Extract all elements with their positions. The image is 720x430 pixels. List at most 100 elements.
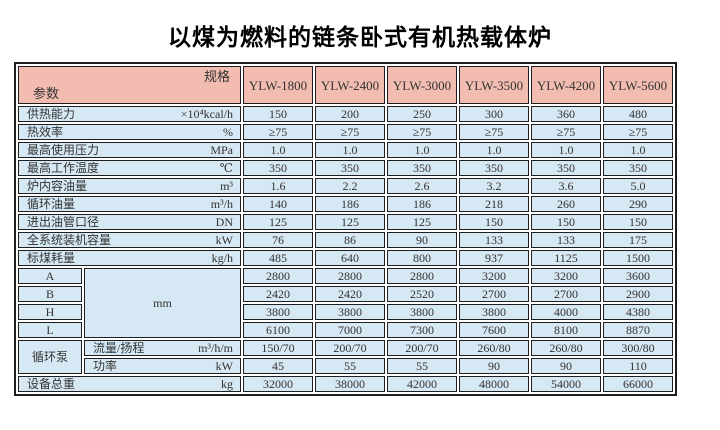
value-cell: 186 [387, 196, 457, 212]
value-cell: 485 [243, 250, 313, 266]
value-cell: 150 [459, 214, 529, 230]
value-cell: 360 [531, 106, 601, 122]
value-cell: 3800 [387, 304, 457, 320]
spec-table: 规格 参数 YLW-1800 YLW-2400 YLW-3000 YLW-350… [14, 62, 677, 396]
value-cell: 350 [387, 160, 457, 176]
value-cell: 250 [387, 106, 457, 122]
value-cell: 350 [603, 160, 673, 176]
row-label: 进出油管口径 [27, 214, 100, 229]
value-cell: 1.0 [243, 142, 313, 158]
value-cell: 2700 [531, 286, 601, 302]
row-unit: ℃ [219, 160, 233, 175]
value-cell: 3800 [243, 304, 313, 320]
value-cell: 1500 [603, 250, 673, 266]
dimension-label: B [18, 286, 82, 302]
value-cell: 48000 [459, 376, 529, 392]
value-cell: 150 [603, 214, 673, 230]
row-label: 热效率 [27, 124, 64, 139]
table-row-installed-capacity: 全系统装机容量 kW 76 86 90 133 133 175 [18, 232, 673, 248]
value-cell: 6100 [243, 322, 313, 338]
value-cell: 290 [603, 196, 673, 212]
value-cell: 175 [603, 232, 673, 248]
value-cell: 200/70 [387, 340, 457, 356]
table-row-max-pressure: 最高使用压力 MPa 1.0 1.0 1.0 1.0 1.0 1.0 [18, 142, 673, 158]
value-cell: 4000 [531, 304, 601, 320]
value-cell: 200/70 [315, 340, 385, 356]
row-unit: kg [221, 376, 233, 391]
value-cell: ≥75 [531, 124, 601, 140]
value-cell: 1125 [531, 250, 601, 266]
row-label: 最高使用压力 [27, 142, 100, 157]
value-cell: 3200 [459, 268, 529, 284]
value-cell: 2.6 [387, 178, 457, 194]
value-cell: 3.2 [459, 178, 529, 194]
value-cell: 1.0 [531, 142, 601, 158]
column-header: YLW-3500 [459, 66, 529, 104]
value-cell: 4380 [603, 304, 673, 320]
value-cell: 7600 [459, 322, 529, 338]
value-cell: ≥75 [387, 124, 457, 140]
row-unit: % [223, 124, 233, 139]
row-label: 功率 [93, 358, 118, 373]
value-cell: 2800 [315, 268, 385, 284]
row-label: 供热能力 [27, 106, 76, 121]
value-cell: 260/80 [459, 340, 529, 356]
row-unit: kW [215, 358, 233, 373]
page-title: 以煤为燃料的链条卧式有机热载体炉 [168, 24, 552, 50]
pump-label-cell: 循环泵 [18, 340, 82, 374]
row-label-cell: 供热能力 ×10⁴kcal/h [18, 106, 241, 122]
row-label: 炉内容油量 [27, 178, 88, 193]
value-cell: 260 [531, 196, 601, 212]
value-cell: 66000 [603, 376, 673, 392]
header-row: 规格 参数 YLW-1800 YLW-2400 YLW-3000 YLW-350… [18, 66, 673, 104]
row-label-cell: 标煤耗量 kg/h [18, 250, 241, 266]
value-cell: 90 [459, 358, 529, 374]
value-cell: 1.6 [243, 178, 313, 194]
value-cell: 350 [315, 160, 385, 176]
value-cell: 3200 [531, 268, 601, 284]
table-row-circulating-oil: 循环油量 m³/h 140 186 186 218 260 290 [18, 196, 673, 212]
dimension-label: A [18, 268, 82, 284]
row-unit: kg/h [211, 250, 233, 265]
value-cell: 7000 [315, 322, 385, 338]
value-cell: 133 [459, 232, 529, 248]
table-row-thermal-efficiency: 热效率 % ≥75 ≥75 ≥75 ≥75 ≥75 ≥75 [18, 124, 673, 140]
row-label: 全系统装机容量 [27, 232, 112, 247]
row-unit: kW [215, 232, 233, 247]
row-unit: m³/h [210, 196, 233, 211]
table-row-total-weight: 设备总重 kg 32000 38000 42000 48000 54000 66… [18, 376, 673, 392]
value-cell: 218 [459, 196, 529, 212]
value-cell: 350 [531, 160, 601, 176]
corner-param-label: 参数 [33, 86, 60, 101]
value-cell: 38000 [315, 376, 385, 392]
table-row-dimension-h: H 3800 3800 3800 3800 4000 4380 [18, 304, 673, 320]
table-row-pump-power: 功率 kW 45 55 55 90 90 110 [18, 358, 673, 374]
value-cell: 800 [387, 250, 457, 266]
row-label: 最高工作温度 [27, 160, 100, 175]
value-cell: ≥75 [603, 124, 673, 140]
value-cell: 1.0 [459, 142, 529, 158]
value-cell: 54000 [531, 376, 601, 392]
table-row-heating-capacity: 供热能力 ×10⁴kcal/h 150 200 250 300 360 480 [18, 106, 673, 122]
row-label: 标煤耗量 [27, 250, 76, 265]
value-cell: 150 [243, 106, 313, 122]
value-cell: 3.6 [531, 178, 601, 194]
row-unit: m³ [220, 178, 233, 193]
value-cell: 300 [459, 106, 529, 122]
value-cell: 140 [243, 196, 313, 212]
table-row-furnace-oil-volume: 炉内容油量 m³ 1.6 2.2 2.6 3.2 3.6 5.0 [18, 178, 673, 194]
value-cell: 110 [603, 358, 673, 374]
row-unit: ×10⁴kcal/h [180, 106, 233, 121]
row-label-cell: 炉内容油量 m³ [18, 178, 241, 194]
value-cell: 2420 [243, 286, 313, 302]
row-label: 设备总重 [27, 376, 76, 391]
value-cell: 32000 [243, 376, 313, 392]
value-cell: 55 [315, 358, 385, 374]
value-cell: 133 [531, 232, 601, 248]
value-cell: 1.0 [315, 142, 385, 158]
row-label-cell: 设备总重 kg [18, 376, 241, 392]
value-cell: 1.0 [387, 142, 457, 158]
dimension-label: H [18, 304, 82, 320]
value-cell: 350 [243, 160, 313, 176]
